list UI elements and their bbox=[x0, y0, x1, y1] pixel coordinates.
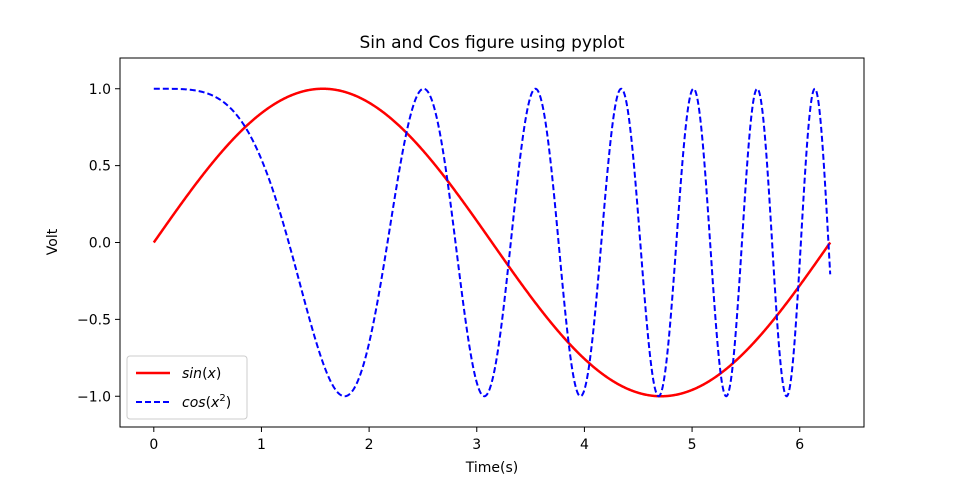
x-tick-label: 2 bbox=[365, 437, 374, 453]
legend: sin(x) cos(x2) bbox=[126, 355, 248, 420]
y-axis-label: Volt bbox=[45, 228, 61, 255]
y-tick-label: −0.5 bbox=[77, 312, 111, 328]
x-tick-label: 1 bbox=[257, 437, 266, 453]
y-tick-label: 0.0 bbox=[89, 236, 111, 252]
sin-series-line bbox=[152, 87, 832, 398]
cos-series-line bbox=[153, 87, 832, 398]
y-axis: −1.0 −0.5 0.0 0.5 1.0 bbox=[77, 82, 120, 405]
y-tick-label: 1.0 bbox=[89, 82, 111, 98]
x-axis-label: Time(s) bbox=[465, 460, 518, 476]
y-tick-label: −1.0 bbox=[77, 389, 111, 405]
chart-title: Sin and Cos figure using pyplot bbox=[359, 33, 624, 53]
series-layer bbox=[152, 87, 832, 398]
x-tick-label: 4 bbox=[580, 437, 589, 453]
y-tick-label: 0.5 bbox=[89, 159, 111, 175]
x-tick-label: 3 bbox=[472, 437, 481, 453]
legend-label-sin: sin(x) bbox=[182, 366, 221, 382]
x-tick-label: 6 bbox=[795, 437, 804, 453]
legend-label-cos: cos(x2) bbox=[182, 393, 231, 411]
x-tick-label: 0 bbox=[149, 437, 158, 453]
x-tick-label: 5 bbox=[688, 437, 697, 453]
x-axis: 0 1 2 3 4 5 6 bbox=[149, 427, 804, 453]
